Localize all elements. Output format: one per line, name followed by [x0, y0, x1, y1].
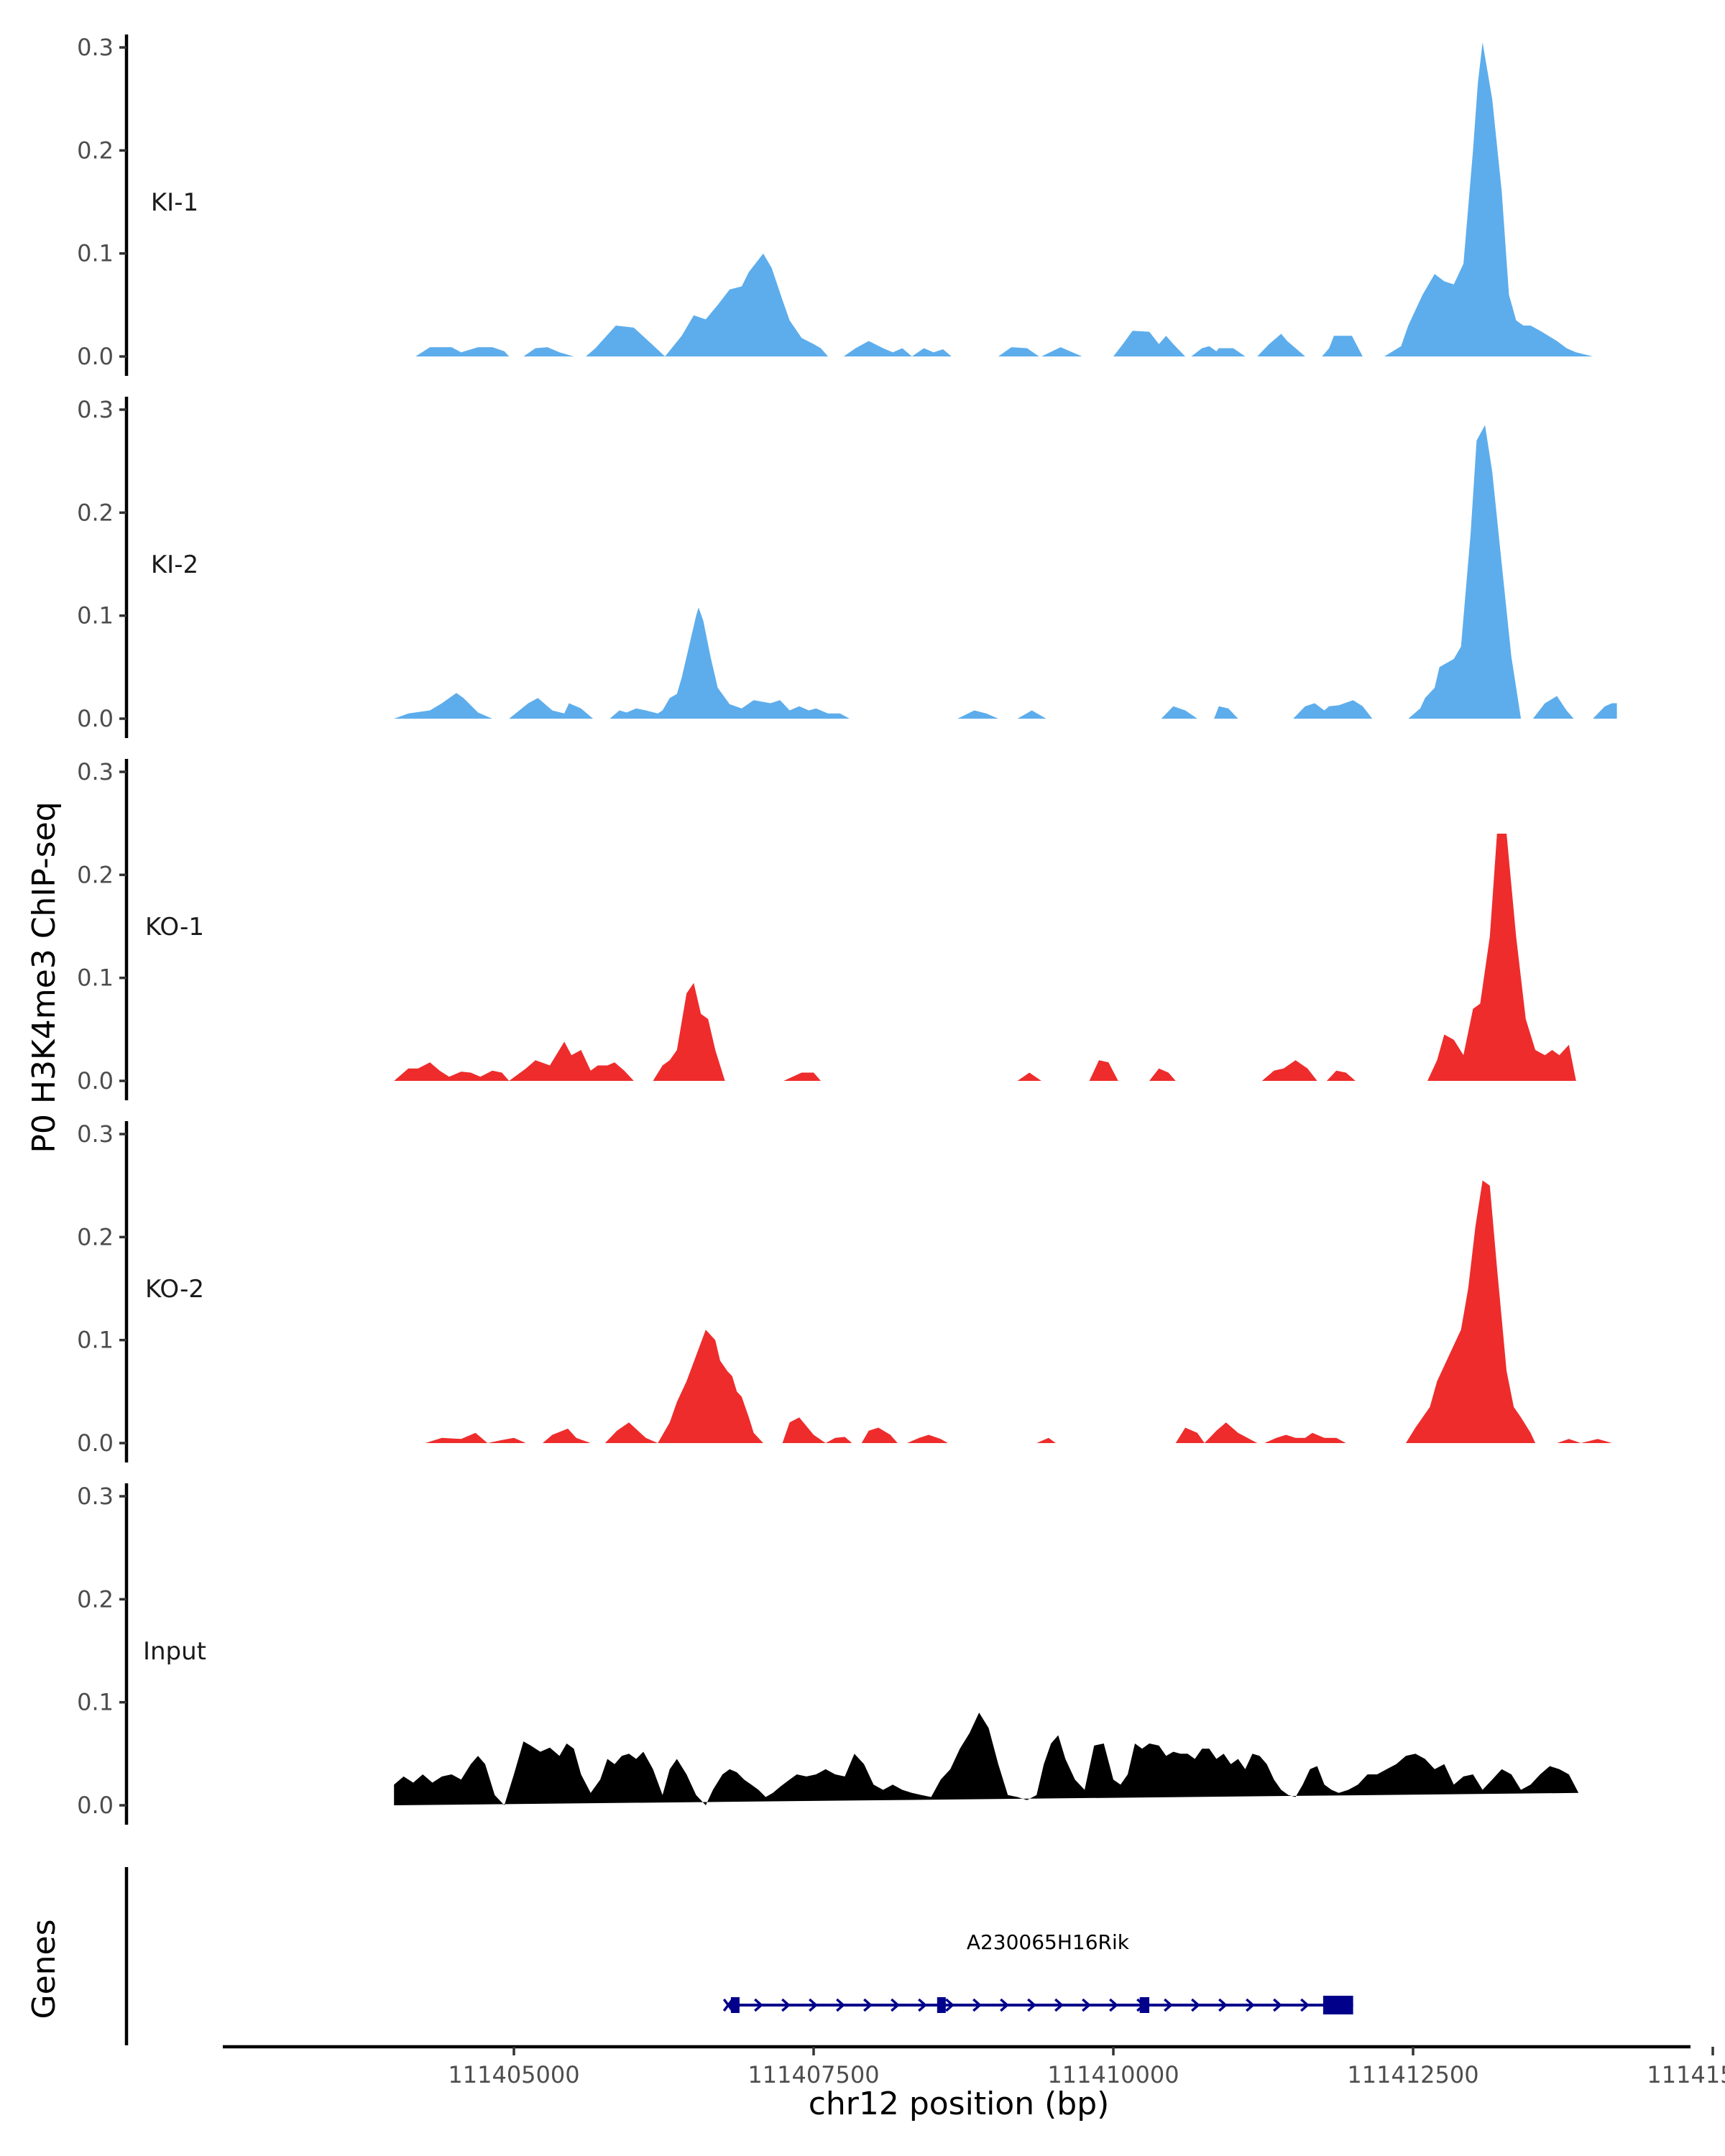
- gene-exon: [937, 1997, 946, 2013]
- track-ko-2: 0.0 0.1 0.2 0.3 KO-2: [77, 1120, 1617, 1462]
- y-tick-label: 0.2: [77, 137, 114, 164]
- gene-strand-arrow: [972, 1998, 982, 2012]
- gene-strand-arrow: [945, 1998, 954, 2012]
- y-tick-label: 0.3: [77, 34, 114, 61]
- gene-strand-arrow: [918, 1998, 927, 2012]
- gene-exon: [1139, 1997, 1150, 2013]
- x-axis: 111405000 111407500 111410000 111412500 1114…: [223, 2045, 1725, 2088]
- y-tick-label: 0.3: [77, 1483, 114, 1510]
- track-ki-1-area: [415, 42, 1617, 357]
- x-tick-label: 111405000: [448, 2061, 579, 2088]
- genes-axis-title: Genes: [26, 1919, 63, 2019]
- y-tick-label: 0.1: [77, 1327, 114, 1354]
- track-label-ko-2: KO-2: [145, 1275, 204, 1304]
- gene-exon: [730, 1997, 740, 2013]
- track-label-ki-1: KI-1: [151, 188, 198, 217]
- track-label-ki-2: KI-2: [151, 550, 198, 579]
- y-tick-label: 0.2: [77, 499, 114, 526]
- y-tick-label: 0.0: [77, 705, 114, 732]
- gene-strand-arrow: [891, 1998, 900, 2012]
- track-ki-2-area: [394, 425, 1617, 719]
- gene-exon: [1322, 1996, 1353, 2014]
- y-tick-label: 0.0: [77, 1429, 114, 1457]
- y-tick-label: 0.1: [77, 240, 114, 267]
- gene-strand-arrow: [1027, 1998, 1036, 2012]
- y-tick-label: 0.2: [77, 1223, 114, 1250]
- y-tick-label: 0.1: [77, 602, 114, 630]
- track-ko-1: 0.0 0.1 0.2 0.3 KO-1: [77, 758, 1576, 1100]
- track-label-input: Input: [143, 1637, 206, 1666]
- track-ko-1-area: [394, 834, 1576, 1081]
- gene-name-label: A230065H16Rik: [967, 1930, 1130, 1954]
- x-tick-label: 111407500: [748, 2061, 879, 2088]
- track-label-ko-1: KO-1: [145, 913, 204, 941]
- gene-strand-arrow: [1300, 1998, 1310, 2012]
- track-input: 0.0 0.1 0.2 0.3 Input: [77, 1483, 1579, 1825]
- tracks-layer: 0.00.10.20.3KI-10.00.10.20.3KI-20.00.10.…: [77, 34, 1617, 1825]
- track-ko-2-area: [425, 1180, 1617, 1443]
- y-tick-label: 0.2: [77, 1585, 114, 1613]
- gene-strand-arrow: [1164, 1998, 1173, 2012]
- y-tick-label: 0.3: [77, 758, 114, 786]
- gene-strand-arrow: [1109, 1998, 1118, 2012]
- gene-strand-arrow: [1054, 1998, 1064, 2012]
- x-tick-label: 111415000: [1647, 2061, 1725, 2088]
- x-tick-label: 111410000: [1047, 2061, 1179, 2088]
- gene-strand-arrow: [1000, 1998, 1009, 2012]
- track-ki-1: 0.0 0.1 0.2 0.3 KI-1: [77, 34, 1617, 376]
- y-tick-label: 0.0: [77, 343, 114, 370]
- gene-strand-arrow: [836, 1998, 845, 2012]
- gene-strand-arrow: [1191, 1998, 1200, 2012]
- gene-strand-arrow: [863, 1998, 873, 2012]
- gene-strand-arrow: [781, 1998, 791, 2012]
- track-input-area: [394, 1713, 1579, 1805]
- y-tick-label: 0.0: [77, 1792, 114, 1819]
- gene-strand-arrow: [754, 1998, 763, 2012]
- gene-strand-arrow: [809, 1998, 818, 2012]
- y-axis-title: P0 H3K4me3 ChIP-seq: [26, 801, 63, 1153]
- gene-strand-arrow: [1246, 1998, 1255, 2012]
- gene-strand-arrow: [1273, 1998, 1282, 2012]
- y-tick-label: 0.1: [77, 964, 114, 992]
- track-ki-2: 0.0 0.1 0.2 0.3 KI-2: [77, 396, 1617, 738]
- y-tick-label: 0.1: [77, 1689, 114, 1716]
- y-tick-label: 0.2: [77, 861, 114, 888]
- x-tick-label: 111412500: [1347, 2061, 1478, 2088]
- y-tick-label: 0.0: [77, 1067, 114, 1095]
- x-axis-title: chr12 position (bp): [809, 2086, 1110, 2122]
- y-tick-label: 0.3: [77, 396, 114, 423]
- gene-strand-arrow: [1218, 1998, 1228, 2012]
- y-tick-label: 0.3: [77, 1120, 114, 1148]
- gene-track: A230065H16Rik: [124, 1867, 1353, 2045]
- gene-strand-arrow: [1082, 1998, 1091, 2012]
